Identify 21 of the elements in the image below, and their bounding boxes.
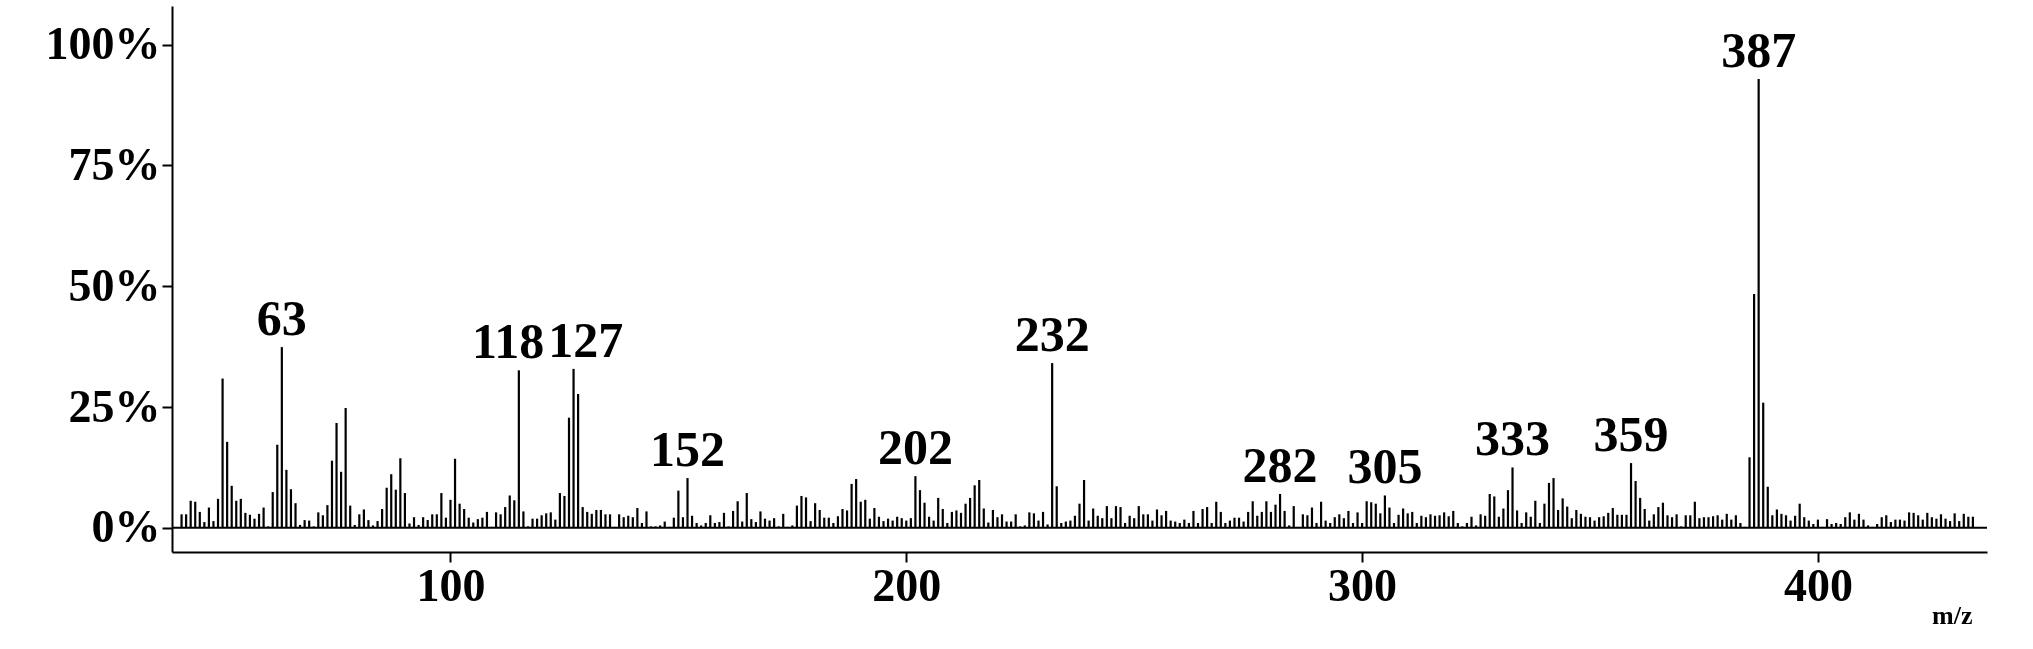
annotation: 152 [650, 421, 726, 478]
annotation: 333 [1475, 410, 1551, 467]
annotation: 63 [256, 290, 307, 347]
x-tick-label: 100 [416, 559, 486, 611]
annotation: 282 [1242, 437, 1318, 494]
y-tick-label: 50% [68, 259, 161, 311]
x-axis-title: m/z [1932, 600, 1973, 630]
annotation: 359 [1593, 406, 1669, 463]
y-tick-label: 0% [91, 501, 161, 553]
annotation: 305 [1347, 438, 1423, 495]
annotation: 127 [548, 311, 624, 368]
y-tick-label: 75% [68, 138, 161, 190]
annotation: 118 [471, 313, 545, 370]
annotation: 232 [1014, 306, 1090, 363]
y-tick-label: 25% [68, 380, 161, 432]
x-tick-label: 300 [1328, 559, 1398, 611]
x-tick-label: 400 [1783, 559, 1853, 611]
annotation: 202 [877, 419, 953, 476]
y-tick-label: 100% [45, 18, 161, 70]
annotation: 387 [1721, 21, 1797, 78]
x-tick-label: 200 [872, 559, 942, 611]
